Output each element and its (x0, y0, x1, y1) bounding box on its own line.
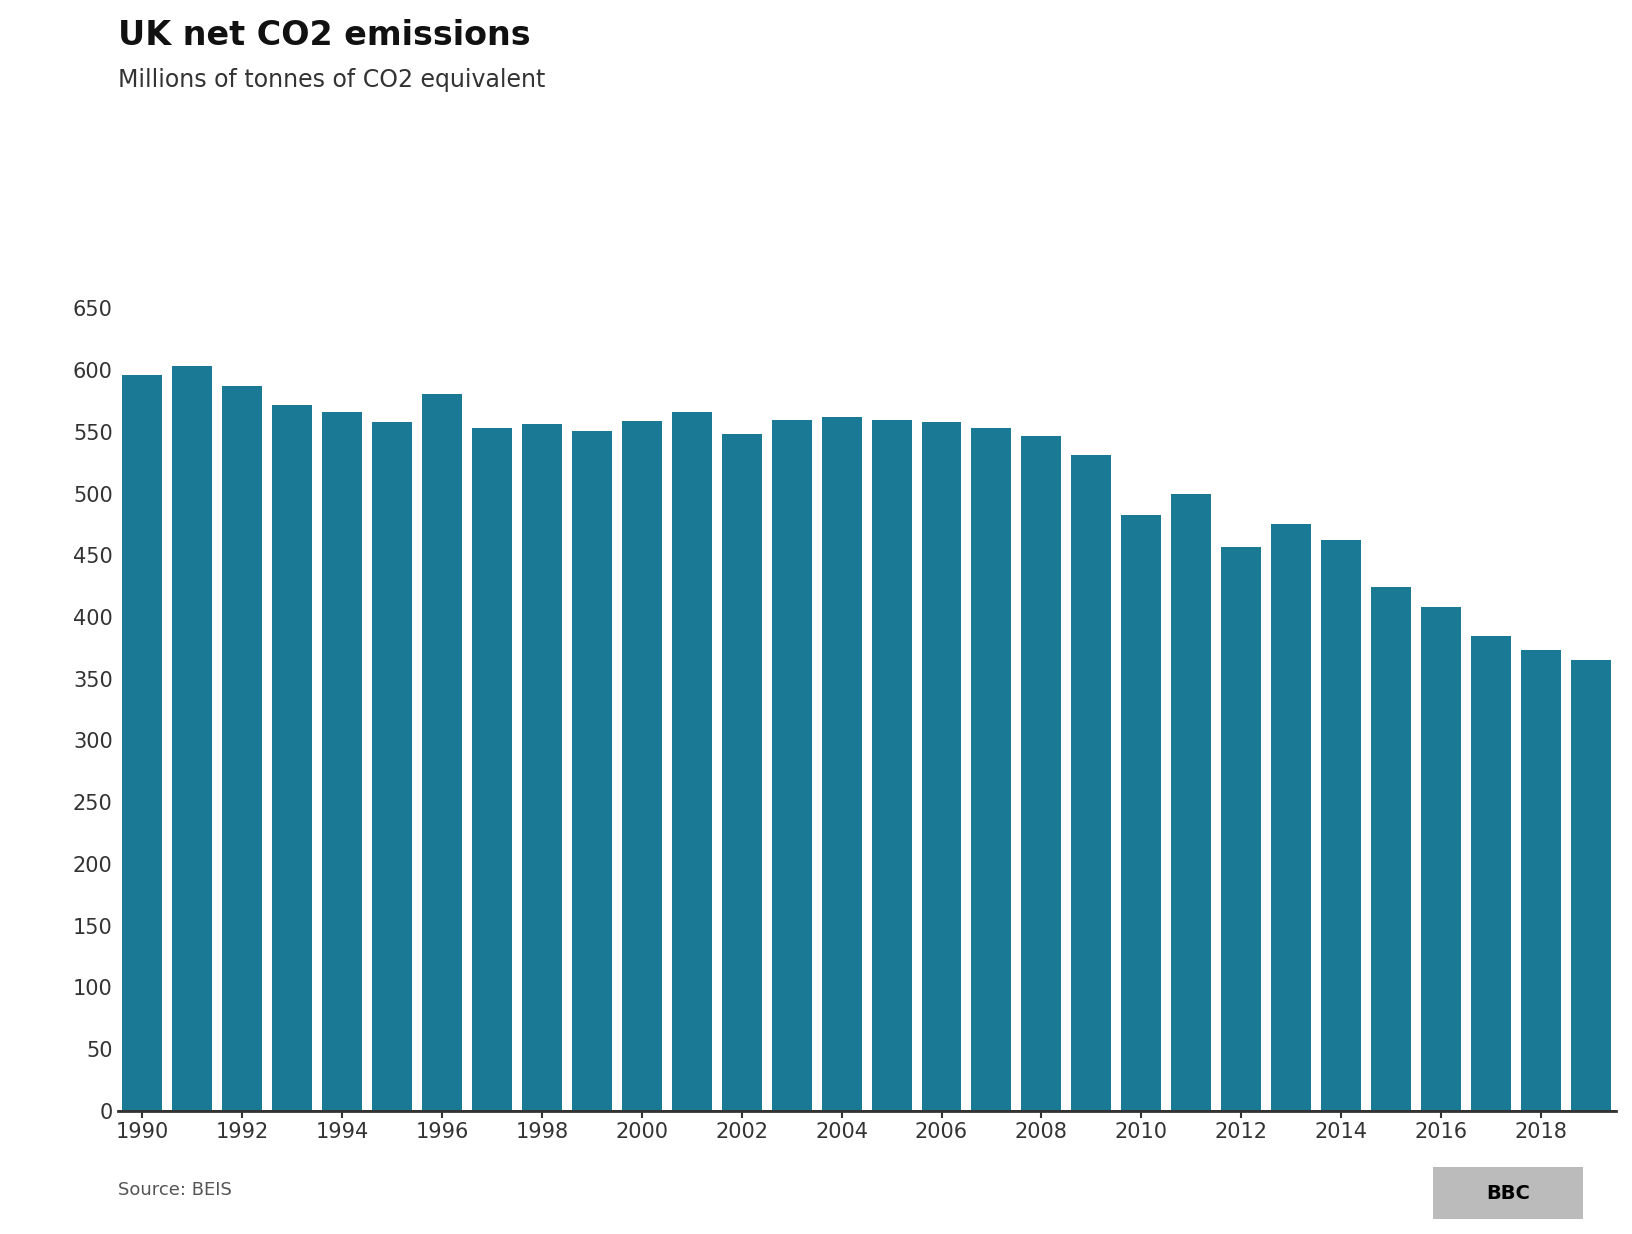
Text: BBC: BBC (1487, 1183, 1529, 1203)
Bar (372, 422, 413, 1111)
Bar (971, 428, 1012, 1111)
Bar (1570, 660, 1611, 1111)
Bar (821, 417, 862, 1111)
Bar (1172, 494, 1211, 1111)
Bar (721, 434, 762, 1111)
Bar (622, 421, 663, 1111)
Bar (571, 431, 612, 1111)
Bar (122, 375, 163, 1111)
Text: UK net CO2 emissions: UK net CO2 emissions (118, 19, 530, 52)
Bar (1421, 607, 1461, 1111)
Bar (871, 420, 912, 1111)
Bar (1121, 515, 1162, 1111)
Bar (1221, 547, 1262, 1111)
Bar (1320, 540, 1361, 1111)
Bar (522, 424, 561, 1111)
Text: Source: BEIS: Source: BEIS (118, 1181, 232, 1199)
Bar (672, 412, 712, 1111)
Bar (472, 428, 512, 1111)
Bar (1521, 650, 1560, 1111)
Bar (423, 394, 462, 1111)
Bar (222, 386, 263, 1111)
Bar (173, 366, 212, 1111)
Bar (1022, 436, 1061, 1111)
Bar (922, 422, 961, 1111)
Bar (1271, 524, 1310, 1111)
Bar (322, 412, 362, 1111)
Bar (1470, 636, 1511, 1111)
Bar (1071, 455, 1111, 1111)
Bar (273, 405, 312, 1111)
Text: Millions of tonnes of CO2 equivalent: Millions of tonnes of CO2 equivalent (118, 68, 545, 91)
Bar (1371, 587, 1412, 1111)
Bar (772, 420, 811, 1111)
